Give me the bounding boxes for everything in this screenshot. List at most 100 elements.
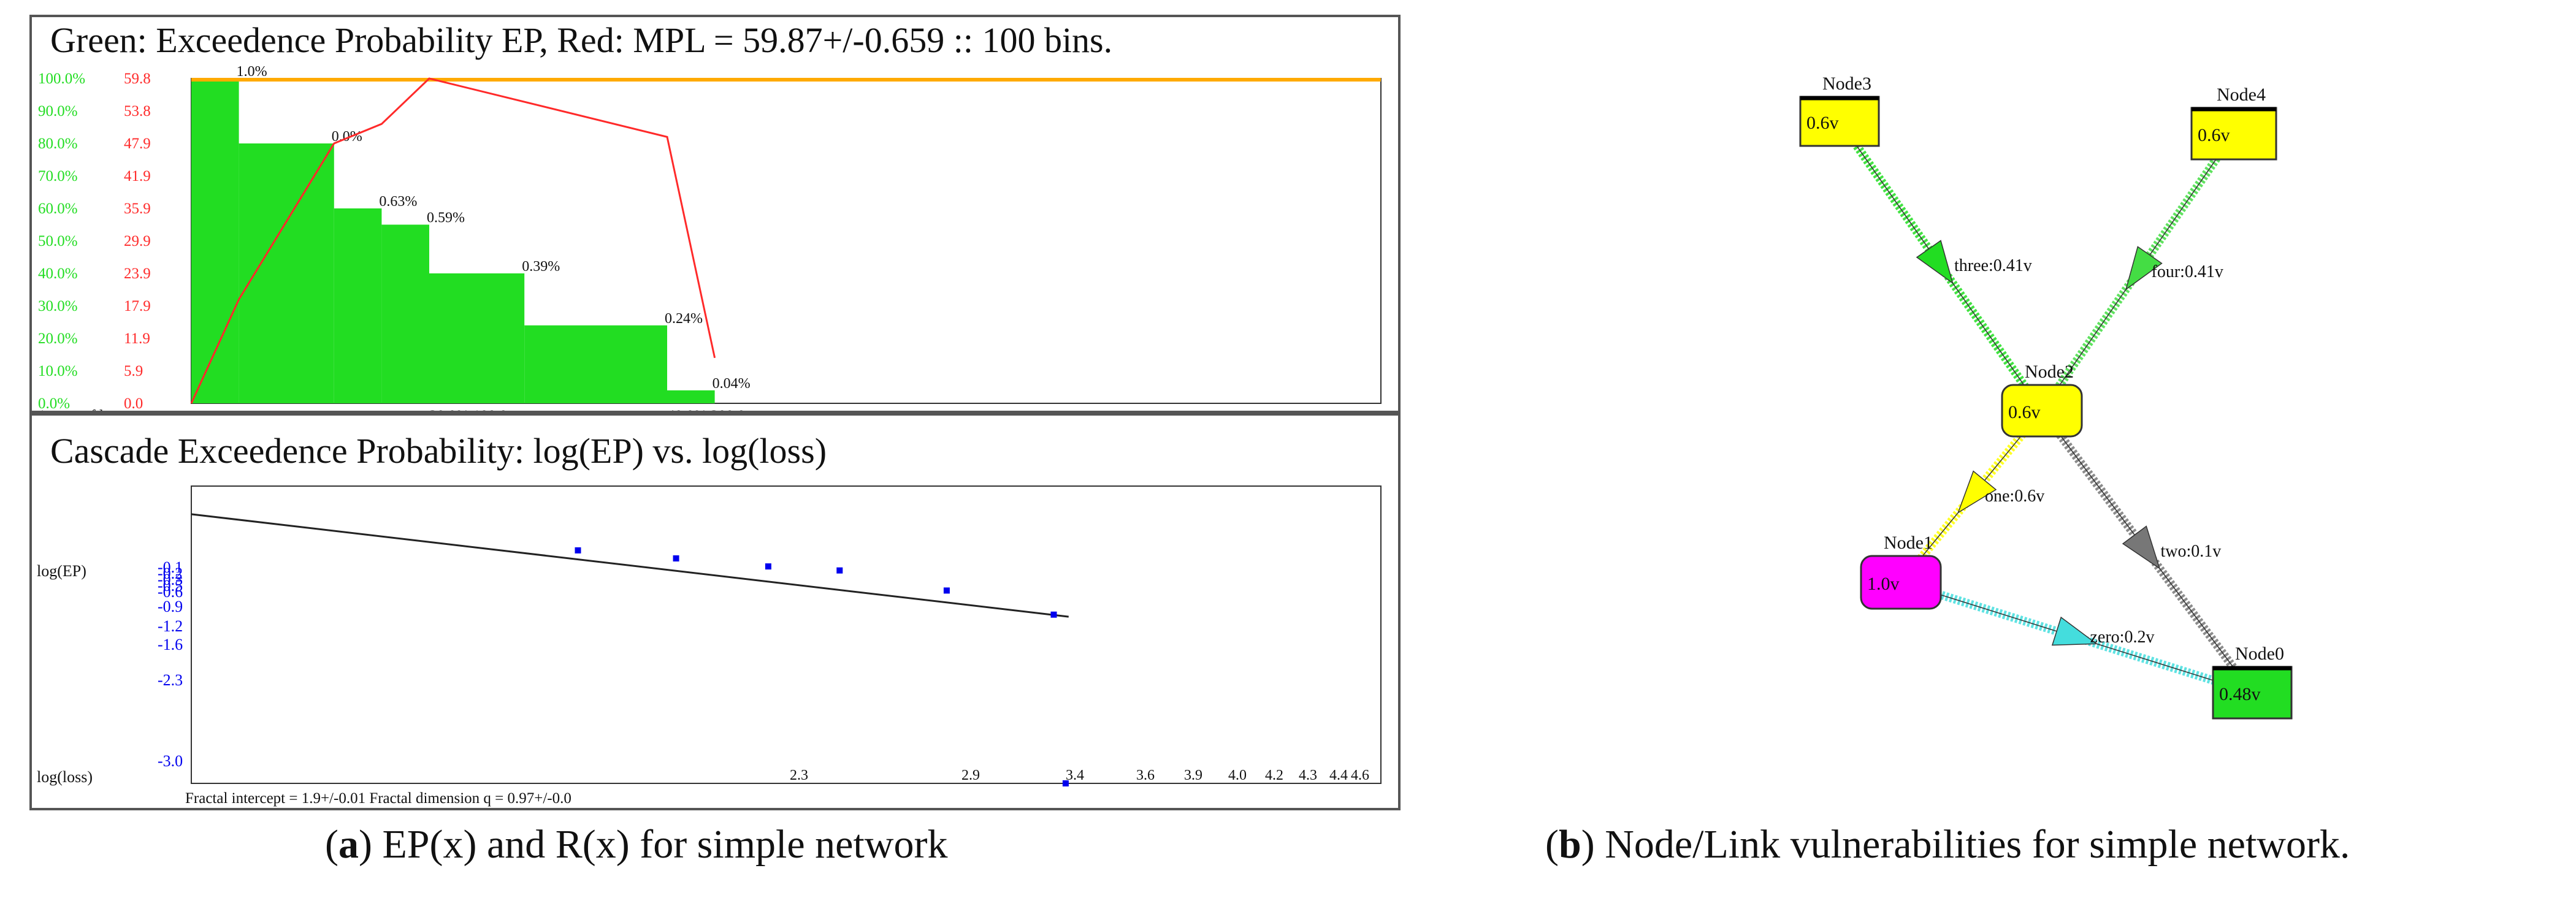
scatter-point — [943, 587, 950, 594]
log-y-tick-label: -2.3 — [158, 671, 183, 689]
node-value: 0.48v — [2219, 684, 2261, 704]
log-x-tick-label: 4.2 — [1265, 767, 1283, 783]
link-label: one:0.6v — [1985, 487, 2044, 506]
network-graph: three:0.41v four:0.41v one:0.6v two:0.1v zer… — [1799, 74, 2293, 720]
node-box — [2190, 107, 2277, 161]
log-chart-title: Cascade Exceedence Probability: log(EP) … — [50, 431, 827, 471]
node-label: Node0 — [2235, 644, 2284, 664]
caption-b-letter: b — [1558, 822, 1581, 867]
scatter-point — [575, 547, 581, 554]
link-arrow — [1916, 240, 1954, 284]
ep-bar-label: 1.0% — [237, 64, 267, 80]
link-label: zero:0.2v — [2090, 628, 2155, 647]
node-box — [2212, 666, 2293, 720]
log-y-tick-label: -0.2 — [158, 565, 183, 582]
scatter-point — [836, 567, 843, 574]
ep-bar — [334, 208, 382, 403]
ep-y-tick-label: 40.0% — [38, 265, 78, 282]
ep-bar — [239, 143, 334, 403]
mpl-y-tick-label: 53.8 — [124, 103, 151, 120]
scatter-point — [673, 555, 679, 561]
mpl-y-tick-label: 59.8 — [124, 70, 151, 87]
node-label: Node2 — [2025, 362, 2074, 382]
log-x-tick-label: 4.4 — [1329, 767, 1348, 783]
ep-y-tick-label: 90.0% — [38, 103, 78, 120]
node-value: 0.6v — [2198, 125, 2230, 145]
ep-x-tick-label: 20.0%,100.0 — [429, 408, 507, 411]
link-label: two:0.1v — [2161, 542, 2222, 561]
log-plot-frame — [191, 485, 1382, 784]
ep-y-tick-label: 60.0% — [38, 200, 78, 217]
link-arrow — [2122, 525, 2161, 570]
link-arrow — [2125, 246, 2163, 291]
node-value: 0.6v — [1806, 113, 1839, 133]
mpl-y-tick-label: 11.9 — [124, 330, 150, 347]
ep-bar — [381, 224, 429, 403]
log-x-tick-label: 3.9 — [1184, 767, 1202, 783]
log-x-tick-label: 2.3 — [790, 767, 808, 783]
node-value: 0.6v — [2008, 402, 2041, 422]
ep-y-tick-label: 20.0% — [38, 330, 78, 347]
node-box — [1799, 96, 1880, 147]
log-x-tick-label: 3.4 — [1066, 767, 1084, 783]
caption-a-text: EP(x) and R(x) for simple network — [372, 822, 948, 867]
ep-bar — [667, 390, 715, 403]
ep-y-tick-label: 70.0% — [38, 168, 78, 185]
node-label: Node1 — [1884, 533, 1933, 553]
log-y-axis-label-bottom: log(loss) — [37, 768, 93, 786]
log-y-tick-label: -1.6 — [158, 636, 183, 653]
ep-y-tick-label: 80.0% — [38, 135, 78, 152]
caption-a-letter: a — [338, 822, 359, 867]
ep-y-tick-label: 50.0% — [38, 233, 78, 249]
link-arrow — [1957, 470, 1997, 514]
mpl-y-tick-label: 0.0 — [124, 395, 143, 411]
log-chart-panel: Cascade Exceedence Probability: log(EP) … — [29, 413, 1401, 810]
scatter-point — [1050, 611, 1057, 618]
log-y-axis-label-top: log(EP) — [37, 562, 86, 580]
fractal-annotation: Fractal intercept = 1.9+/-0.01 Fractal d… — [185, 790, 571, 807]
mpl-y-tick-label: 23.9 — [124, 265, 151, 282]
mpl-y-tick-label: 35.9 — [124, 200, 151, 217]
ep-bar-label: 0.24% — [665, 311, 703, 327]
log-y-tick-label: -0.6 — [158, 583, 183, 601]
log-x-tick-label: 4.6 — [1351, 767, 1369, 783]
mpl-y-tick-label: 47.9 — [124, 135, 151, 152]
ep-bar — [191, 78, 239, 403]
log-chart-svg: log(EP) log(loss) -0.1-0.2-0.3-0.5-0.6-0.9… — [37, 485, 1382, 807]
ep-y-tick-label: 10.0% — [38, 363, 78, 379]
log-y-tick-label: -0.5 — [158, 577, 183, 595]
caption-b: (b) Node/Link vulnerabilities for simple… — [1545, 822, 2350, 867]
mpl-y-tick-label: 17.9 — [124, 298, 151, 314]
ep-bar-label: 0.04% — [713, 376, 751, 392]
ep-bar-label: 0.39% — [522, 259, 560, 275]
mpl-y-tick-label: 41.9 — [124, 168, 151, 185]
log-x-tick-label: 3.6 — [1136, 767, 1155, 783]
ep-y-tick-label: 0.0% — [38, 395, 70, 411]
ep-bar-label: 0.63% — [379, 194, 417, 210]
link-label: four:0.41v — [2152, 262, 2223, 281]
log-y-tick-label: -0.1 — [158, 558, 183, 576]
log-x-tick-label: 4.0 — [1228, 767, 1247, 783]
mpl-y-tick-label: 5.9 — [124, 363, 143, 379]
ep-chart-svg: 1.0%0.0%0.63%0.59%0.39%0.24%0.04%0.0%10.… — [38, 64, 1382, 411]
ep-bar — [429, 273, 525, 403]
mpl-y-tick-label: 29.9 — [124, 233, 151, 249]
mpl-series-line — [190, 77, 716, 404]
node-label: Node3 — [1822, 74, 1871, 94]
log-x-tick-label: 2.9 — [961, 767, 980, 783]
ep-bar-label: 0.59% — [427, 210, 465, 226]
link-arrow — [2051, 616, 2098, 646]
log-x-tick-label: 4.3 — [1299, 767, 1317, 783]
ep-y-tick-label: 30.0% — [38, 298, 78, 314]
link-label: three:0.41v — [1954, 256, 2032, 275]
ep-chart-title: Green: Exceedence Probability EP, Red: M… — [50, 20, 1113, 60]
caption-a: (a) EP(x) and R(x) for simple network — [325, 822, 948, 867]
log-y-tick-label: -3.0 — [158, 752, 183, 770]
node-label: Node4 — [2217, 85, 2266, 105]
log-y-tick-label: -0.9 — [158, 598, 183, 615]
node-value: 1.0v — [1867, 574, 1900, 594]
fit-line — [191, 513, 1069, 618]
ep-x-tick-label: 40.0%,200.0 — [667, 408, 745, 411]
node-box — [2001, 384, 2083, 438]
scatter-point — [765, 563, 771, 570]
